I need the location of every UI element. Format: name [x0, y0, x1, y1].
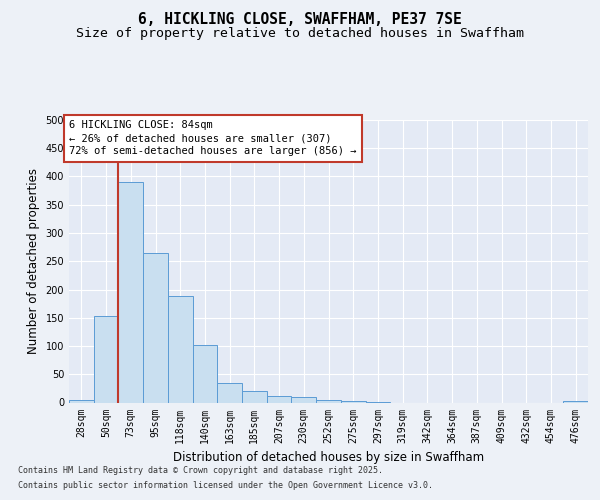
- Bar: [168, 296, 193, 403]
- X-axis label: Distribution of detached houses by size in Swaffham: Distribution of detached houses by size …: [173, 451, 484, 464]
- Bar: [292, 398, 316, 402]
- Y-axis label: Number of detached properties: Number of detached properties: [27, 168, 40, 354]
- Bar: [242, 391, 267, 402]
- Text: Contains HM Land Registry data © Crown copyright and database right 2025.: Contains HM Land Registry data © Crown c…: [18, 466, 383, 475]
- Text: 6 HICKLING CLOSE: 84sqm
← 26% of detached houses are smaller (307)
72% of semi-d: 6 HICKLING CLOSE: 84sqm ← 26% of detache…: [69, 120, 356, 156]
- Bar: [193, 345, 217, 403]
- Bar: [267, 396, 292, 402]
- Bar: [69, 400, 94, 402]
- Text: Size of property relative to detached houses in Swaffham: Size of property relative to detached ho…: [76, 28, 524, 40]
- Bar: [143, 253, 168, 402]
- Bar: [118, 182, 143, 402]
- Text: Contains public sector information licensed under the Open Government Licence v3: Contains public sector information licen…: [18, 481, 433, 490]
- Bar: [94, 316, 118, 402]
- Bar: [316, 400, 341, 402]
- Text: 6, HICKLING CLOSE, SWAFFHAM, PE37 7SE: 6, HICKLING CLOSE, SWAFFHAM, PE37 7SE: [138, 12, 462, 28]
- Bar: [217, 382, 242, 402]
